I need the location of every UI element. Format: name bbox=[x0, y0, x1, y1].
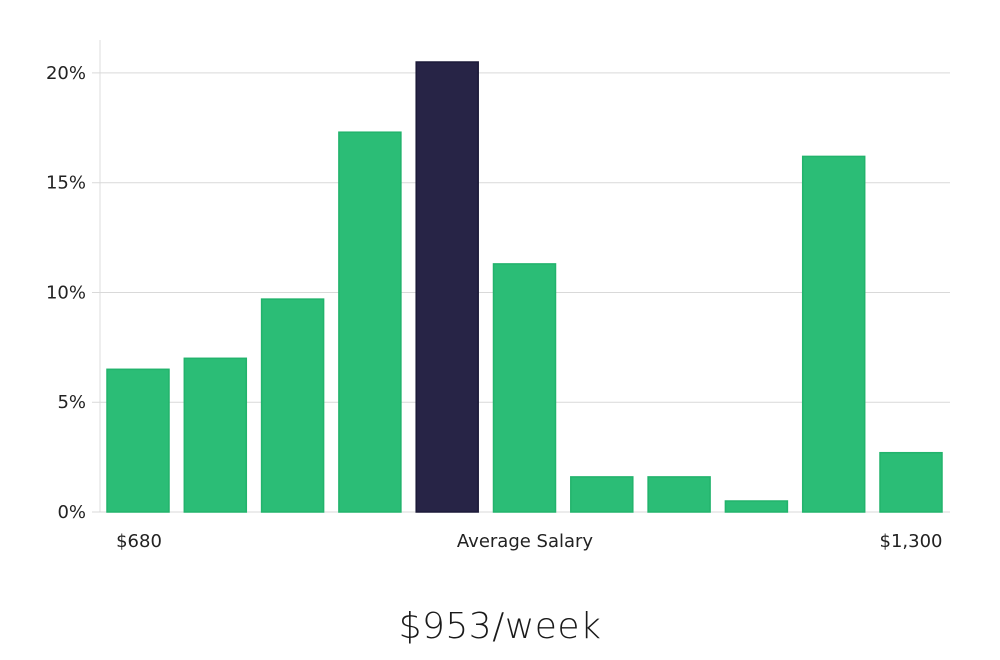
salary-histogram: 0% 5% 10% 15% 20% $680 Average Salary $1,300 bbox=[46, 40, 950, 552]
x-label-center: Average Salary bbox=[457, 531, 594, 552]
average-salary-headline: $953/week bbox=[398, 606, 602, 647]
bar bbox=[724, 500, 789, 513]
bar-average-salary bbox=[415, 61, 479, 513]
y-tick-label: 0% bbox=[57, 502, 86, 523]
bar bbox=[801, 155, 866, 513]
bar bbox=[570, 476, 634, 513]
bars bbox=[106, 61, 943, 513]
x-label-right: $1,300 bbox=[880, 531, 943, 552]
bar bbox=[879, 451, 943, 513]
y-axis-ticks: 0% 5% 10% 15% 20% bbox=[46, 63, 86, 523]
y-tick-label: 15% bbox=[46, 173, 86, 194]
bar bbox=[647, 476, 711, 513]
y-tick-label: 5% bbox=[57, 392, 86, 413]
bar bbox=[106, 368, 170, 513]
y-tick-label: 10% bbox=[46, 282, 86, 303]
bar bbox=[260, 298, 325, 513]
bar bbox=[183, 357, 248, 513]
bar bbox=[338, 131, 402, 513]
bar bbox=[492, 263, 557, 513]
y-tick-label: 20% bbox=[46, 63, 86, 84]
x-label-left: $680 bbox=[116, 531, 162, 552]
